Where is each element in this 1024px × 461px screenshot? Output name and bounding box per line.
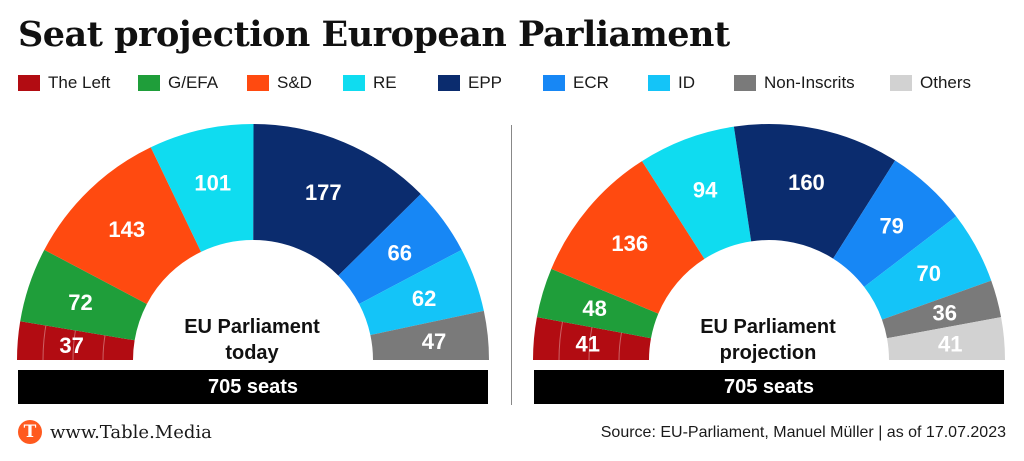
hemicycle-chart-projection: 41 48 136 94 160 79 70 36 41	[533, 124, 1005, 361]
legend-label: Others	[920, 73, 972, 92]
seat-label: 160	[788, 170, 825, 195]
segment-g-efa	[20, 249, 147, 341]
center-label-line2: projection	[719, 342, 817, 364]
legend-item-the-left: The Left	[18, 72, 110, 94]
segment-epp	[253, 124, 421, 276]
legend-label: S&D	[277, 73, 312, 92]
legend-swatch	[343, 75, 365, 91]
seat-label: 177	[305, 180, 342, 205]
segment-others	[887, 317, 1005, 360]
legend-item-non-inscrits: Non-Inscrits	[734, 72, 855, 94]
source-note: Source: EU-Parliament, Manuel Müller | a…	[600, 424, 1006, 441]
seat-label: 41	[576, 331, 600, 356]
segment-non-inscrits	[370, 310, 489, 360]
seat-label: 101	[194, 170, 231, 195]
seat-label: 70	[917, 261, 941, 286]
center-label-projection: EU Parliament projection	[668, 314, 868, 366]
legend-item-ecr: ECR	[543, 72, 609, 94]
seat-label: 37	[59, 333, 83, 358]
seat-label: 66	[388, 240, 412, 265]
table-media-logo-icon: T	[18, 420, 42, 444]
segment-re	[150, 124, 254, 252]
seat-label: 143	[108, 217, 145, 242]
segment-the-left	[533, 317, 651, 360]
seat-label: 94	[693, 178, 718, 203]
legend-label: EPP	[468, 73, 503, 92]
total-seats-bar-projection: 705 seats	[534, 370, 1004, 404]
segment-id	[359, 249, 484, 336]
legend-item-id: ID	[648, 72, 695, 94]
chart-today: 37 72 143 101 177 66 62 47 EU Parliament today …	[14, 110, 514, 410]
center-label-today: EU Parliament today	[152, 314, 352, 366]
segment-epp	[733, 124, 896, 259]
seat-label: 62	[412, 286, 436, 311]
legend-label: ECR	[573, 73, 609, 92]
legend-swatch	[648, 75, 670, 91]
center-label-line2: today	[225, 342, 279, 364]
legend-swatch	[247, 75, 269, 91]
legend-swatch	[543, 75, 565, 91]
legend-swatch	[138, 75, 160, 91]
segment-ecr	[833, 160, 957, 287]
seat-label: 36	[933, 301, 957, 326]
segment-g-efa	[536, 268, 659, 339]
site-url[interactable]: www.Table.Media	[50, 421, 212, 443]
legend-swatch	[734, 75, 756, 91]
legend-label: The Left	[48, 73, 111, 92]
legend-label: RE	[373, 73, 397, 92]
legend-swatch	[890, 75, 912, 91]
seat-label: 136	[611, 231, 648, 256]
center-label-line1: EU Parliament	[700, 316, 836, 338]
seat-label: 79	[879, 214, 903, 239]
segment-s-d	[551, 161, 705, 314]
legend-item-others: Others	[890, 72, 971, 94]
divider	[511, 125, 512, 405]
segment-re	[642, 126, 752, 259]
center-label-line1: EU Parliament	[184, 316, 320, 338]
chart-title: Seat projection European Parliament	[18, 14, 730, 55]
segment-ecr	[338, 194, 462, 304]
legend-item-g-efa: G/EFA	[138, 72, 218, 94]
seat-label: 72	[68, 290, 92, 315]
segment-s-d	[44, 147, 202, 304]
segment-non-inscrits	[882, 280, 1002, 339]
seat-label: 47	[422, 329, 446, 354]
legend-label: ID	[678, 73, 695, 92]
site-logo[interactable]: T www.Table.Media	[18, 420, 212, 444]
legend-item-re: RE	[343, 72, 397, 94]
legend-label: Non-Inscrits	[764, 73, 855, 92]
legend-swatch	[18, 75, 40, 91]
total-seats-bar-today: 705 seats	[18, 370, 488, 404]
seat-label: 41	[938, 331, 962, 356]
legend-swatch	[438, 75, 460, 91]
legend-item-s-d: S&D	[247, 72, 312, 94]
seat-label: 48	[582, 296, 606, 321]
chart-projection: 41 48 136 94 160 79 70 36 41 EU Parliament proje…	[530, 110, 1024, 410]
legend: The Left G/EFA S&D RE EPP ECR ID Non-Ins…	[18, 72, 1018, 94]
legend-label: G/EFA	[168, 73, 219, 92]
segment-id	[864, 216, 992, 320]
legend-item-epp: EPP	[438, 72, 502, 94]
segment-the-left	[17, 321, 135, 360]
